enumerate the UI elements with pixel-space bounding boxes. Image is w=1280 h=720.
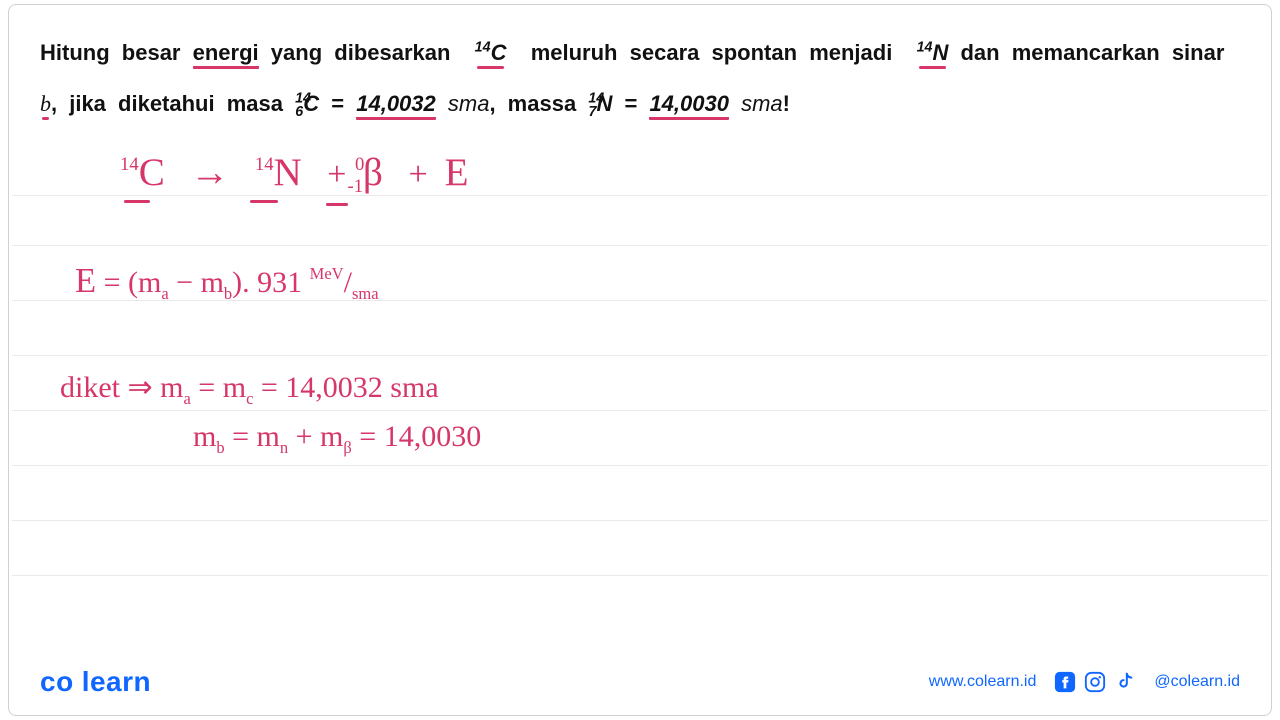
nuclide-14n: 14N: [917, 40, 949, 65]
brand-logo: colearn: [40, 666, 151, 698]
hw-underline: [326, 203, 348, 206]
word-energi: energi: [193, 40, 259, 69]
word: , jika diketahui masa: [51, 91, 283, 116]
nuclide-14-7-n: 147N: [588, 91, 612, 116]
rule-line: [12, 195, 1268, 196]
footer: colearn www.colearn.id @colearn.id: [40, 666, 1240, 698]
handwriting-given-mb: mb = mn + mβ = 14,0030: [193, 420, 481, 454]
word: secara: [630, 40, 700, 65]
unit-sma: sma: [741, 91, 783, 116]
rule-line: [12, 575, 1268, 576]
word: meluruh: [531, 40, 618, 65]
word: yang: [271, 40, 322, 65]
footer-right: www.colearn.id @colearn.id: [929, 671, 1240, 693]
rule-line: [12, 410, 1268, 411]
nuclide-14c: 14C: [475, 40, 507, 65]
brand-co: co: [40, 666, 74, 697]
equals: =: [331, 91, 356, 116]
word: dibesarkan: [334, 40, 450, 65]
sinar-b: b: [40, 91, 51, 116]
word: menjadi: [809, 40, 892, 65]
word: memancarkan sinar: [1012, 40, 1225, 65]
tiktok-icon[interactable]: [1114, 671, 1136, 693]
question-text: Hitung besar energi yang dibesarkan 14C …: [40, 28, 1240, 129]
brand-learn: learn: [82, 666, 151, 697]
word: Hitung: [40, 40, 110, 65]
rule-line: [12, 355, 1268, 356]
word: dan: [960, 40, 999, 65]
hw-underline: [124, 200, 150, 203]
value-c: 14,0032: [356, 91, 436, 120]
word: , massa: [489, 91, 576, 116]
handwriting-decay-equation: 14C → 14N + 0-1β + E: [120, 150, 469, 195]
handwriting-energy-formula: E = (ma − mb). 931 MeV/sma: [75, 262, 379, 301]
rule-line: [12, 520, 1268, 521]
value-n: 14,0030: [649, 91, 729, 120]
word: spontan: [712, 40, 798, 65]
word: besar: [122, 40, 181, 65]
footer-handle[interactable]: @colearn.id: [1154, 673, 1240, 691]
rule-line: [12, 465, 1268, 466]
unit-sma: sma: [448, 91, 490, 116]
rule-line: [12, 245, 1268, 246]
facebook-icon[interactable]: [1054, 671, 1076, 693]
footer-url[interactable]: www.colearn.id: [929, 673, 1037, 691]
equals: =: [624, 91, 649, 116]
exclaim: !: [783, 91, 790, 116]
handwriting-given-ma: diket ⇒ ma = mc = 14,0032 sma: [60, 370, 439, 405]
nuclide-14-6-c: 146C: [295, 91, 319, 116]
instagram-icon[interactable]: [1084, 671, 1106, 693]
social-icons: [1054, 671, 1136, 693]
hw-underline: [250, 200, 278, 203]
